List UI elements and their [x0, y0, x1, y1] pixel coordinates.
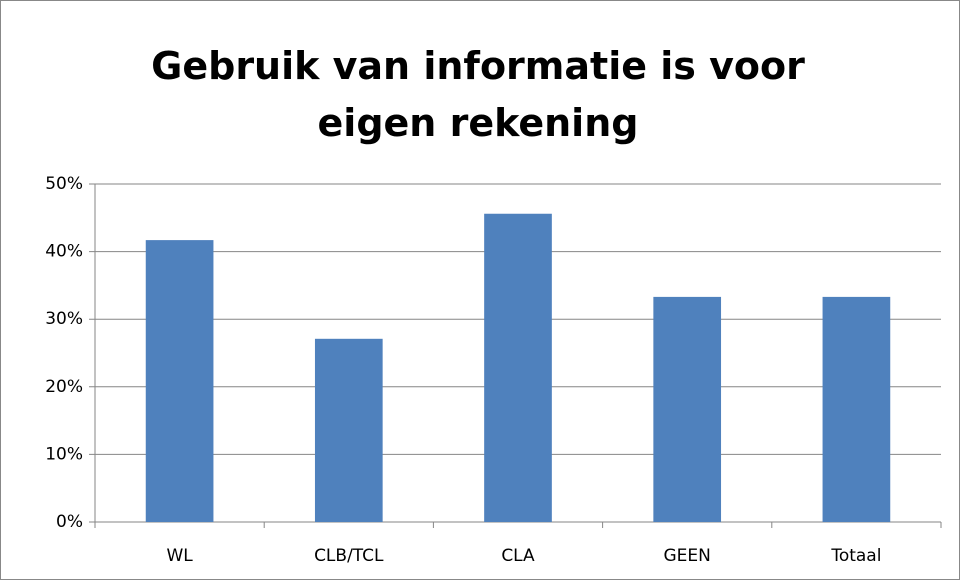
bar — [822, 296, 891, 522]
chart-title: Gebruik van informatie is voor eigen rek… — [151, 44, 805, 145]
x-tick-label: CLB/TCL — [314, 546, 384, 566]
y-tick-label: 10% — [45, 444, 83, 464]
y-tick-label: 50% — [45, 174, 83, 194]
y-tick-label: 0% — [56, 512, 83, 532]
x-tick-label: GEEN — [664, 546, 711, 566]
y-tick-label: 20% — [45, 377, 83, 397]
x-tick-label: CLA — [501, 546, 535, 566]
bar — [145, 240, 214, 522]
bar — [484, 213, 552, 522]
y-tick-label: 30% — [45, 309, 83, 329]
bar — [653, 296, 722, 522]
x-tick-label: WL — [166, 546, 193, 566]
y-tick-label: 40% — [45, 242, 83, 262]
x-tick-label: Totaal — [830, 546, 881, 566]
bar — [314, 338, 383, 522]
